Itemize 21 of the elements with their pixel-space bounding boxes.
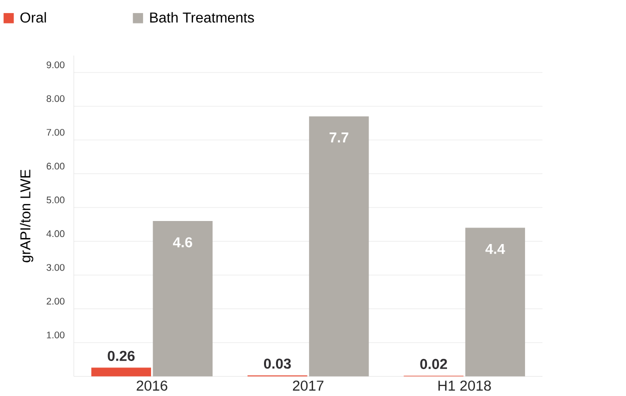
y-tick-label: 4.00 xyxy=(46,230,64,238)
y-tick-label: 6.00 xyxy=(46,162,64,170)
legend-label: Oral xyxy=(20,12,46,23)
y-tick-label: 1.00 xyxy=(46,332,64,338)
x-tick-label: 2016 xyxy=(136,380,168,391)
y-tick-label: 7.00 xyxy=(46,128,64,136)
data-label: 0.26 xyxy=(108,350,135,361)
y-tick-label: 5.00 xyxy=(46,196,64,204)
x-tick-label: H1 2018 xyxy=(438,380,491,391)
data-label: 4.6 xyxy=(172,237,192,248)
y-tick-label: 3.00 xyxy=(46,264,64,271)
y-tick-label: 9.00 xyxy=(46,61,64,68)
y-tick-label: 8.00 xyxy=(46,95,64,102)
y-axis-title: grAPI/ton LWE xyxy=(20,170,34,262)
data-label: 7.7 xyxy=(330,132,348,142)
legend-label: Bath Treatments xyxy=(150,12,254,23)
data-label: 0.02 xyxy=(420,358,448,370)
data-label: 4.4 xyxy=(485,244,506,254)
x-tick-label: 2017 xyxy=(292,380,324,391)
y-tick-label: 2.00 xyxy=(46,298,64,305)
data-label: 0.03 xyxy=(264,358,291,369)
